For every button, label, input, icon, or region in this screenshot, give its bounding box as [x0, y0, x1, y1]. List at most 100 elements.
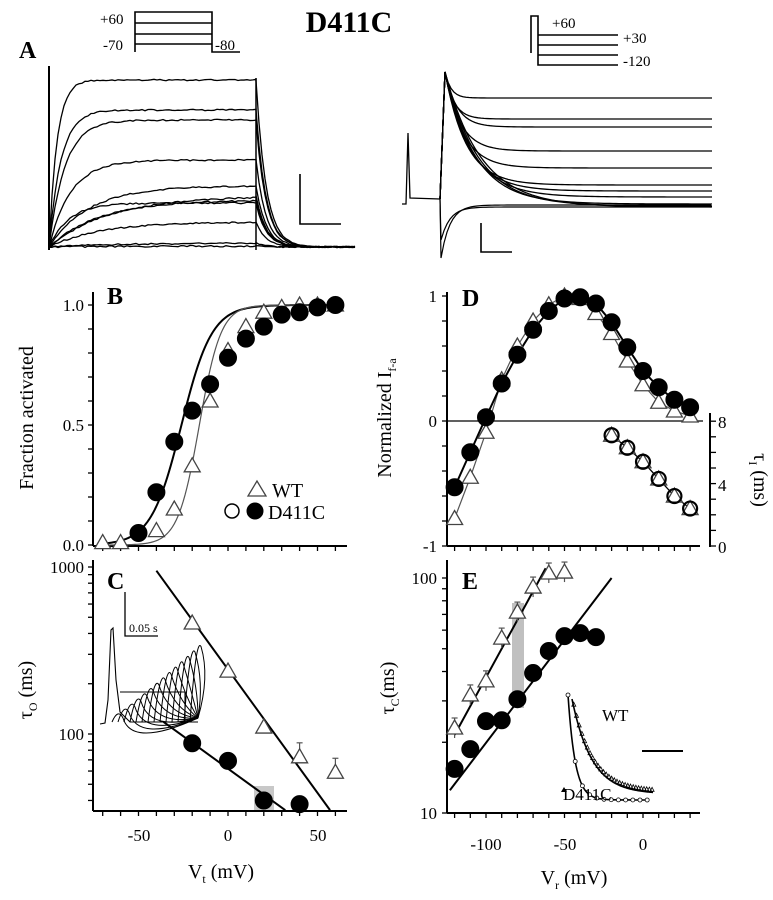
c-d411c-point [184, 735, 201, 752]
e-ytick-label: 10 [420, 804, 437, 823]
c-ytick-label: 1000 [50, 558, 84, 577]
e-inset-wt-sample [591, 756, 595, 760]
c-ylabel-main: τ [15, 711, 37, 719]
d-d411c-point [525, 321, 542, 338]
b-ytick-label: 0.5 [63, 416, 84, 435]
current-trace [440, 72, 712, 199]
b-wt-point [184, 458, 200, 472]
panel-label-d: D [462, 286, 479, 312]
c-wt-point [292, 749, 308, 763]
c-xtick-label: 0 [224, 826, 233, 845]
panel-c: C 1000 100 -50 0 50 τO (ms) Vt (mV) 0.05… [15, 558, 347, 886]
svg-text:τO (ms): τO (ms) [15, 661, 40, 719]
d-rlabel-main: τ [749, 453, 771, 461]
e-d411c-point [525, 665, 542, 682]
d-wt-point [462, 469, 478, 483]
d-d411c-point [603, 314, 620, 331]
current-trace [440, 72, 712, 199]
current-trace [49, 109, 355, 247]
d-d411c-point [650, 379, 667, 396]
d-d411c-point [540, 303, 557, 320]
e-xtick-label: -50 [554, 835, 577, 854]
b-d411c-point [255, 318, 272, 335]
e-xlabel-main: V [541, 867, 556, 889]
d-d411c-point [556, 290, 573, 307]
panel-d: D 1 0 -1 8 4 0 Normalized If-a τI (ms) [374, 286, 771, 557]
e-inset-wt-label: WT [602, 706, 629, 725]
current-trace [49, 186, 355, 248]
b-d411c-point [273, 306, 290, 323]
legend-filled-circle-marker [247, 503, 263, 519]
c-d411c-point [291, 796, 308, 813]
c-ylabel-sub: O [26, 702, 40, 711]
c-ylabel-unit: (ms) [15, 661, 37, 703]
d-d411c-point [666, 391, 683, 408]
e-d411c-point [462, 741, 479, 758]
c-xlabel-unit: (mV) [206, 861, 254, 883]
current-trace [440, 72, 712, 199]
e-xtick-label: -100 [470, 835, 501, 854]
b-d411c-point [327, 297, 344, 314]
e-d411c-point [493, 712, 510, 729]
e-inset-d411c-sample [616, 798, 620, 802]
d-ytick-label: 1 [429, 287, 438, 306]
protocol-label-bottom: -120 [623, 54, 651, 70]
d-d411c-point [446, 479, 463, 496]
panel-label-e: E [462, 569, 478, 595]
e-inset-d411c-sample [573, 759, 577, 763]
e-d411c-point [540, 643, 557, 660]
svg-text:Normalized If-a: Normalized If-a [374, 358, 399, 478]
e-ylabel-main: τ [377, 706, 399, 714]
b-d411c-point [291, 304, 308, 321]
left-current-traces [49, 66, 355, 250]
e-inset-d411c-sample [631, 798, 635, 802]
c-y-axis-label: τO (ms) [15, 661, 40, 719]
c-xlabel-main: V [188, 861, 203, 883]
figure-title: D411C [306, 6, 393, 39]
protocol-label-bottom: -70 [103, 38, 123, 54]
c-ytick-label: 100 [59, 725, 85, 744]
e-inset-d411c-sample [638, 798, 642, 802]
e-ytick-label: 100 [412, 569, 438, 588]
current-trace [440, 72, 712, 199]
legend-open-circle-marker [225, 504, 239, 518]
e-wt-point [557, 564, 573, 578]
d-wt-point [447, 511, 463, 525]
d-d411c-point [478, 409, 495, 426]
legend-wt-marker [248, 481, 266, 496]
current-trace [440, 72, 712, 199]
panel-label-c: C [107, 569, 124, 595]
e-ylabel-sub: C [388, 698, 402, 706]
current-trace [49, 119, 355, 247]
b-wt-point [95, 535, 111, 549]
protocol-label-tail: -80 [215, 38, 235, 54]
c-x-axis-label: Vt (mV) [188, 861, 254, 886]
c-inset-traces [100, 628, 205, 733]
e-inset-d411c-sample [645, 798, 649, 802]
e-inset-d411c-sample [566, 693, 570, 697]
legend-wt-label: WT [272, 480, 303, 502]
d-ytick-label: 0 [429, 412, 438, 431]
c-d411c-point [220, 752, 237, 769]
b-d411c-point [237, 330, 254, 347]
current-trace [440, 72, 712, 206]
d-d411c-point [682, 399, 699, 416]
e-xlabel-unit: (mV) [559, 867, 607, 889]
e-x-axis-label: Vr (mV) [541, 867, 608, 892]
left-voltage-protocol: +60 -70 -80 [100, 12, 240, 54]
current-trace [440, 72, 712, 207]
d-right-tick-label: 0 [718, 538, 727, 557]
e-d411c-point [572, 625, 589, 642]
d-d411c-point [587, 295, 604, 312]
b-ytick-label: 0.0 [63, 536, 84, 555]
e-d411c-point [556, 628, 573, 645]
left-scale-bar [300, 174, 341, 224]
svg-text:τC(ms): τC(ms) [377, 662, 402, 715]
d-rlabel-unit: (ms) [749, 465, 771, 507]
legend-d411c-label: D411C [268, 502, 325, 524]
d-d411c-point [462, 444, 479, 461]
c-wt-fit-line [156, 571, 330, 810]
d-ylabel-main: Normalized I [374, 372, 396, 478]
c-xtick-label: -50 [128, 826, 151, 845]
panel-b: B 1.0 0.5 0.0 Fraction activated WT D411… [16, 284, 347, 555]
